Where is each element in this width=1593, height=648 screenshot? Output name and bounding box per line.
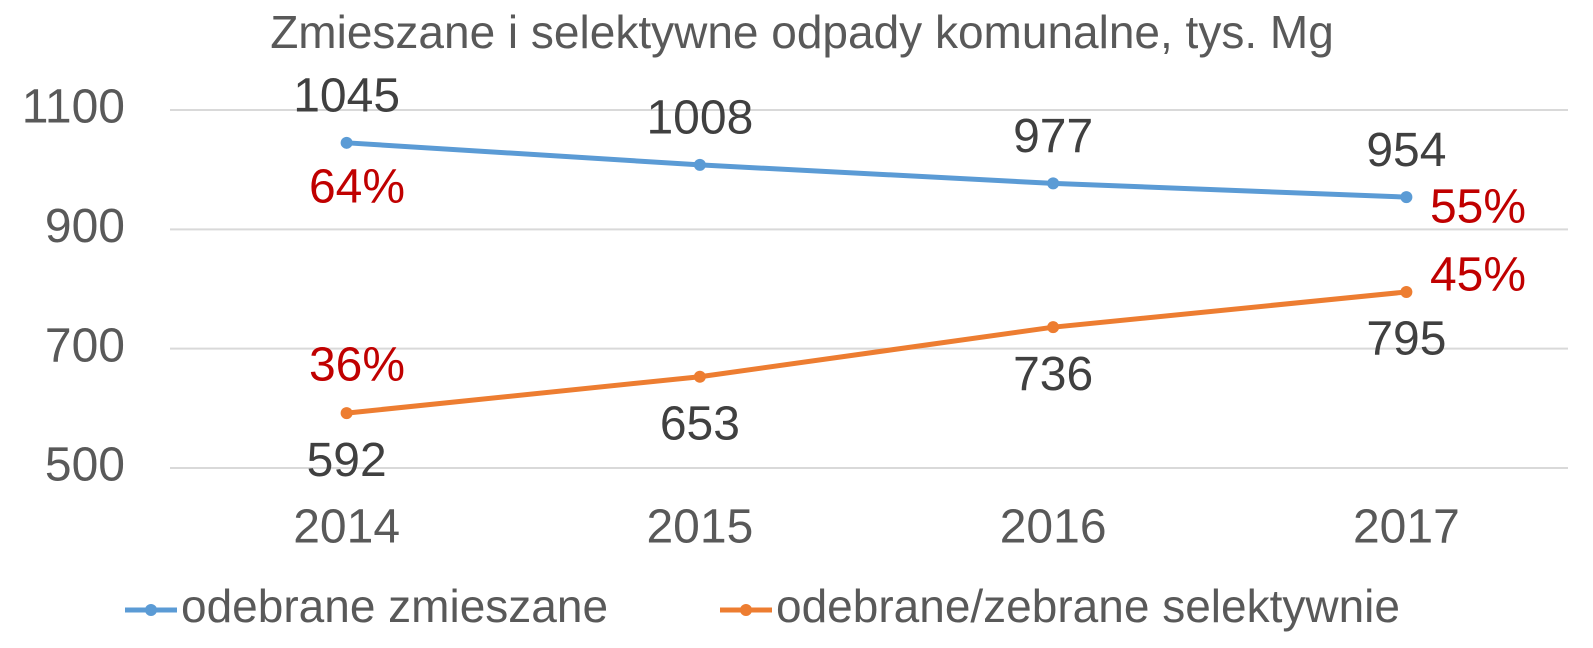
series-line [346, 289, 1407, 416]
y-tick-label: 1100 [22, 81, 125, 134]
point [1047, 321, 1060, 334]
x-tick-label: 2014 [293, 501, 400, 554]
point [1047, 177, 1060, 190]
y-tick-label: 500 [45, 439, 125, 492]
y-tick-label: 900 [45, 200, 125, 253]
x-tick-label: 2016 [1000, 501, 1107, 554]
data-label: 954 [1366, 124, 1446, 177]
x-tick-label: 2015 [646, 501, 753, 554]
x-tick-label: 2017 [1353, 501, 1460, 554]
point [340, 407, 353, 420]
point [693, 158, 706, 171]
point [693, 370, 706, 383]
data-label: 977 [1013, 110, 1093, 163]
data-label: 736 [1013, 348, 1093, 401]
data-label: 653 [660, 397, 740, 450]
point [1400, 285, 1413, 298]
legend-label: odebrane zmieszane [181, 580, 608, 632]
annotation: 55% [1430, 181, 1526, 234]
data-label: 1045 [293, 69, 400, 122]
annotation: 64% [309, 161, 405, 214]
legend-label: odebrane/zebrane selektywnie [776, 580, 1400, 632]
annotation: 45% [1430, 249, 1526, 302]
chart-title: Zmieszane i selektywne odpady komunalne,… [270, 6, 1334, 58]
series-line [346, 140, 1407, 200]
point [340, 136, 353, 149]
data-label: 592 [307, 434, 387, 487]
legend-marker [740, 604, 752, 616]
data-label: 1008 [646, 92, 753, 145]
point [1400, 191, 1413, 204]
legend-marker [145, 604, 157, 616]
y-tick-label: 700 [45, 319, 125, 372]
annotation: 36% [309, 339, 405, 392]
data-label: 795 [1366, 313, 1446, 366]
